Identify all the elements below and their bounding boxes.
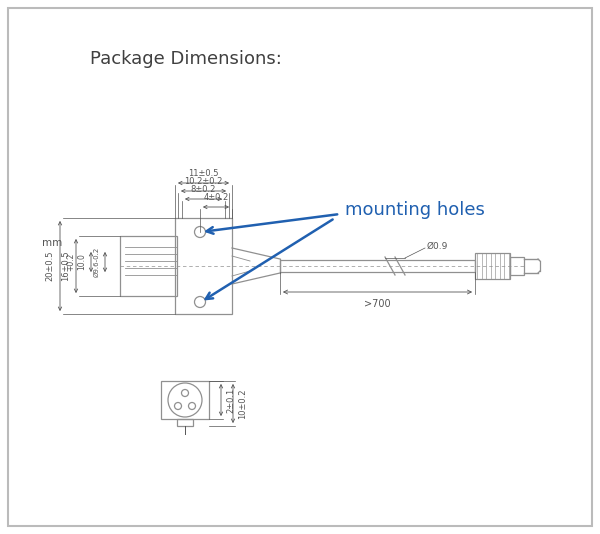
Text: 4±0.2: 4±0.2: [203, 193, 229, 202]
Text: Ø0.9: Ø0.9: [427, 241, 448, 250]
Text: Package Dimensions:: Package Dimensions:: [90, 50, 282, 68]
Text: >700: >700: [364, 299, 391, 309]
Text: mounting holes: mounting holes: [345, 201, 485, 219]
Text: mm: mm: [42, 238, 62, 248]
Text: 16±0.5: 16±0.5: [61, 250, 70, 281]
Text: 10.2±0.2: 10.2±0.2: [184, 177, 223, 186]
Bar: [175, 218, 232, 314]
Text: 2±0.1: 2±0.1: [226, 387, 235, 413]
Text: 11±0.5: 11±0.5: [188, 169, 219, 178]
Text: 20±0.5: 20±0.5: [45, 251, 54, 281]
Bar: [510, 257, 524, 275]
Bar: [280, 260, 475, 272]
Bar: [161, 381, 209, 419]
Text: Ø9.6-0.2: Ø9.6-0.2: [94, 247, 100, 277]
Bar: [120, 236, 177, 296]
Text: 10±0.2: 10±0.2: [238, 388, 247, 419]
Bar: [177, 419, 193, 426]
Bar: [475, 253, 510, 279]
Text: +0.2
10.0: +0.2 10.0: [67, 253, 86, 271]
Text: 8±0.2: 8±0.2: [191, 185, 216, 194]
